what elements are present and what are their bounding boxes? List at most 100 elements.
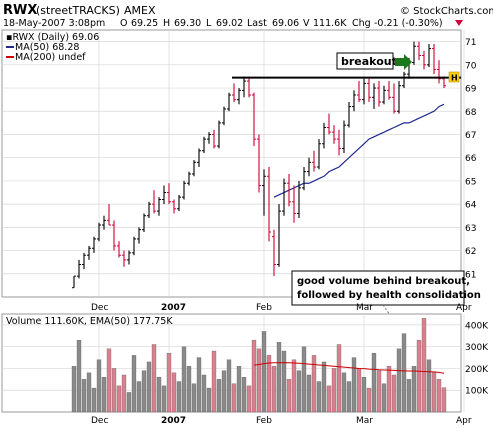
ohlc-bar (302, 166, 306, 191)
ohlc-bar (362, 78, 366, 105)
ohlc-bar (357, 81, 361, 102)
volume-bar (321, 361, 327, 413)
volume-note-box (291, 270, 465, 306)
watermark: © StockCharts.com (400, 6, 493, 17)
ohlc-bar (202, 136, 206, 154)
quote-last: 69.06 (272, 18, 299, 29)
volume-bar (291, 359, 297, 413)
volume-x-label: 2007 (161, 416, 186, 426)
volume-bar (286, 379, 292, 413)
volume-bar (101, 377, 107, 413)
ohlc-bar (232, 83, 236, 102)
volume-bar (271, 366, 277, 413)
price-tick-label: 69 (465, 85, 477, 95)
ohlc-bar (352, 90, 356, 112)
volume-bar (266, 355, 272, 413)
volume-bar (256, 348, 262, 413)
volume-bar (236, 366, 242, 413)
ohlc-bar (122, 250, 126, 267)
volume-bar (356, 368, 362, 413)
ohlc-bar (87, 245, 91, 260)
ohlc-bar (137, 227, 141, 244)
ohlc-bar (162, 185, 166, 205)
price-x-labels: Dec2007FebMarAprMay (91, 303, 472, 313)
volume-bar (376, 370, 382, 413)
ohlc-bar (397, 81, 401, 114)
volume-bar (366, 387, 372, 413)
volume-bar (161, 385, 167, 413)
price-tick-label: 62 (465, 247, 476, 257)
volume-tick-label: 300K (465, 343, 489, 353)
volume-bar (81, 379, 87, 413)
ohlc-bar (292, 185, 296, 223)
ohlc-bar (187, 171, 191, 186)
volume-bar (156, 377, 162, 413)
volume-axis-ticks: 100K 200K 300K 400K (465, 321, 489, 396)
legend-ma50: MA(50) 68.28 (15, 42, 79, 53)
legend-price: ▪RWX (Daily) 69.06 (6, 32, 99, 43)
volume-bar (436, 379, 442, 413)
breakout-arrow-icon (395, 54, 412, 70)
ohlc-bar (297, 180, 301, 219)
quote-high: 69.30 (174, 18, 201, 29)
ohlc-bar (92, 236, 96, 253)
ohlc-bar (257, 134, 261, 193)
volume-bar (106, 348, 112, 413)
ohlc-bar (157, 197, 161, 216)
price-tick-label: 71 (465, 38, 476, 48)
ohlc-bar (282, 178, 286, 216)
volume-bar (136, 381, 142, 413)
volume-bar (311, 355, 317, 413)
price-grid (2, 30, 465, 297)
ohlc-bar (117, 241, 121, 258)
ohlc-bar (112, 220, 116, 251)
volume-x-labels: Dec2007FebMarAprMay (91, 416, 472, 426)
quote-low: 69.02 (216, 18, 243, 29)
current-price-tag-label: H (451, 74, 458, 83)
ema50-layer (253, 362, 445, 374)
ohlc-bar (127, 250, 131, 265)
volume-bar (116, 385, 122, 413)
volume-bar (221, 370, 227, 413)
ohlc-bar (427, 43, 431, 68)
ohlc-bar (152, 190, 156, 214)
volume-bar (216, 379, 222, 413)
ohlc-bar (432, 43, 436, 75)
price-x-label: Dec (91, 303, 108, 313)
volume-bar (351, 357, 357, 413)
price-tick-label: 64 (465, 201, 477, 211)
volume-bar (386, 366, 392, 413)
ohlc-bar (182, 180, 186, 200)
ma50-line (273, 103, 445, 198)
breakout-callout-box (336, 52, 394, 70)
price-tick-label: 68 (465, 108, 477, 118)
quote-vol-label: V (303, 18, 310, 29)
ohlc-bar (412, 41, 416, 65)
volume-bar (201, 374, 207, 413)
volume-bar (431, 372, 437, 413)
volume-bar (411, 366, 417, 413)
ohlc-bar (82, 252, 86, 270)
ohlc-bar (392, 83, 396, 114)
price-tick-label: 67 (465, 131, 476, 141)
volume-bar (96, 359, 102, 413)
volume-bar (141, 370, 147, 413)
volume-bar (361, 377, 367, 413)
volume-bar (441, 387, 447, 413)
ohlc-bar (207, 132, 211, 144)
volume-bar (126, 392, 132, 413)
ohlc-bar (172, 199, 176, 214)
price-tick-label: 70 (465, 61, 477, 71)
volume-bar (326, 385, 332, 413)
ohlc-bar (417, 41, 421, 61)
volume-tick-label: 400K (465, 321, 489, 331)
volume-bar (86, 372, 92, 413)
ohlc-bar (327, 113, 331, 135)
volume-bar (346, 381, 352, 413)
volume-bar (371, 353, 377, 413)
volume-tick-label: 200K (465, 365, 489, 375)
ohlc-bar (317, 139, 321, 170)
volume-x-label: Mar (356, 416, 373, 426)
volume-bar (181, 346, 187, 413)
